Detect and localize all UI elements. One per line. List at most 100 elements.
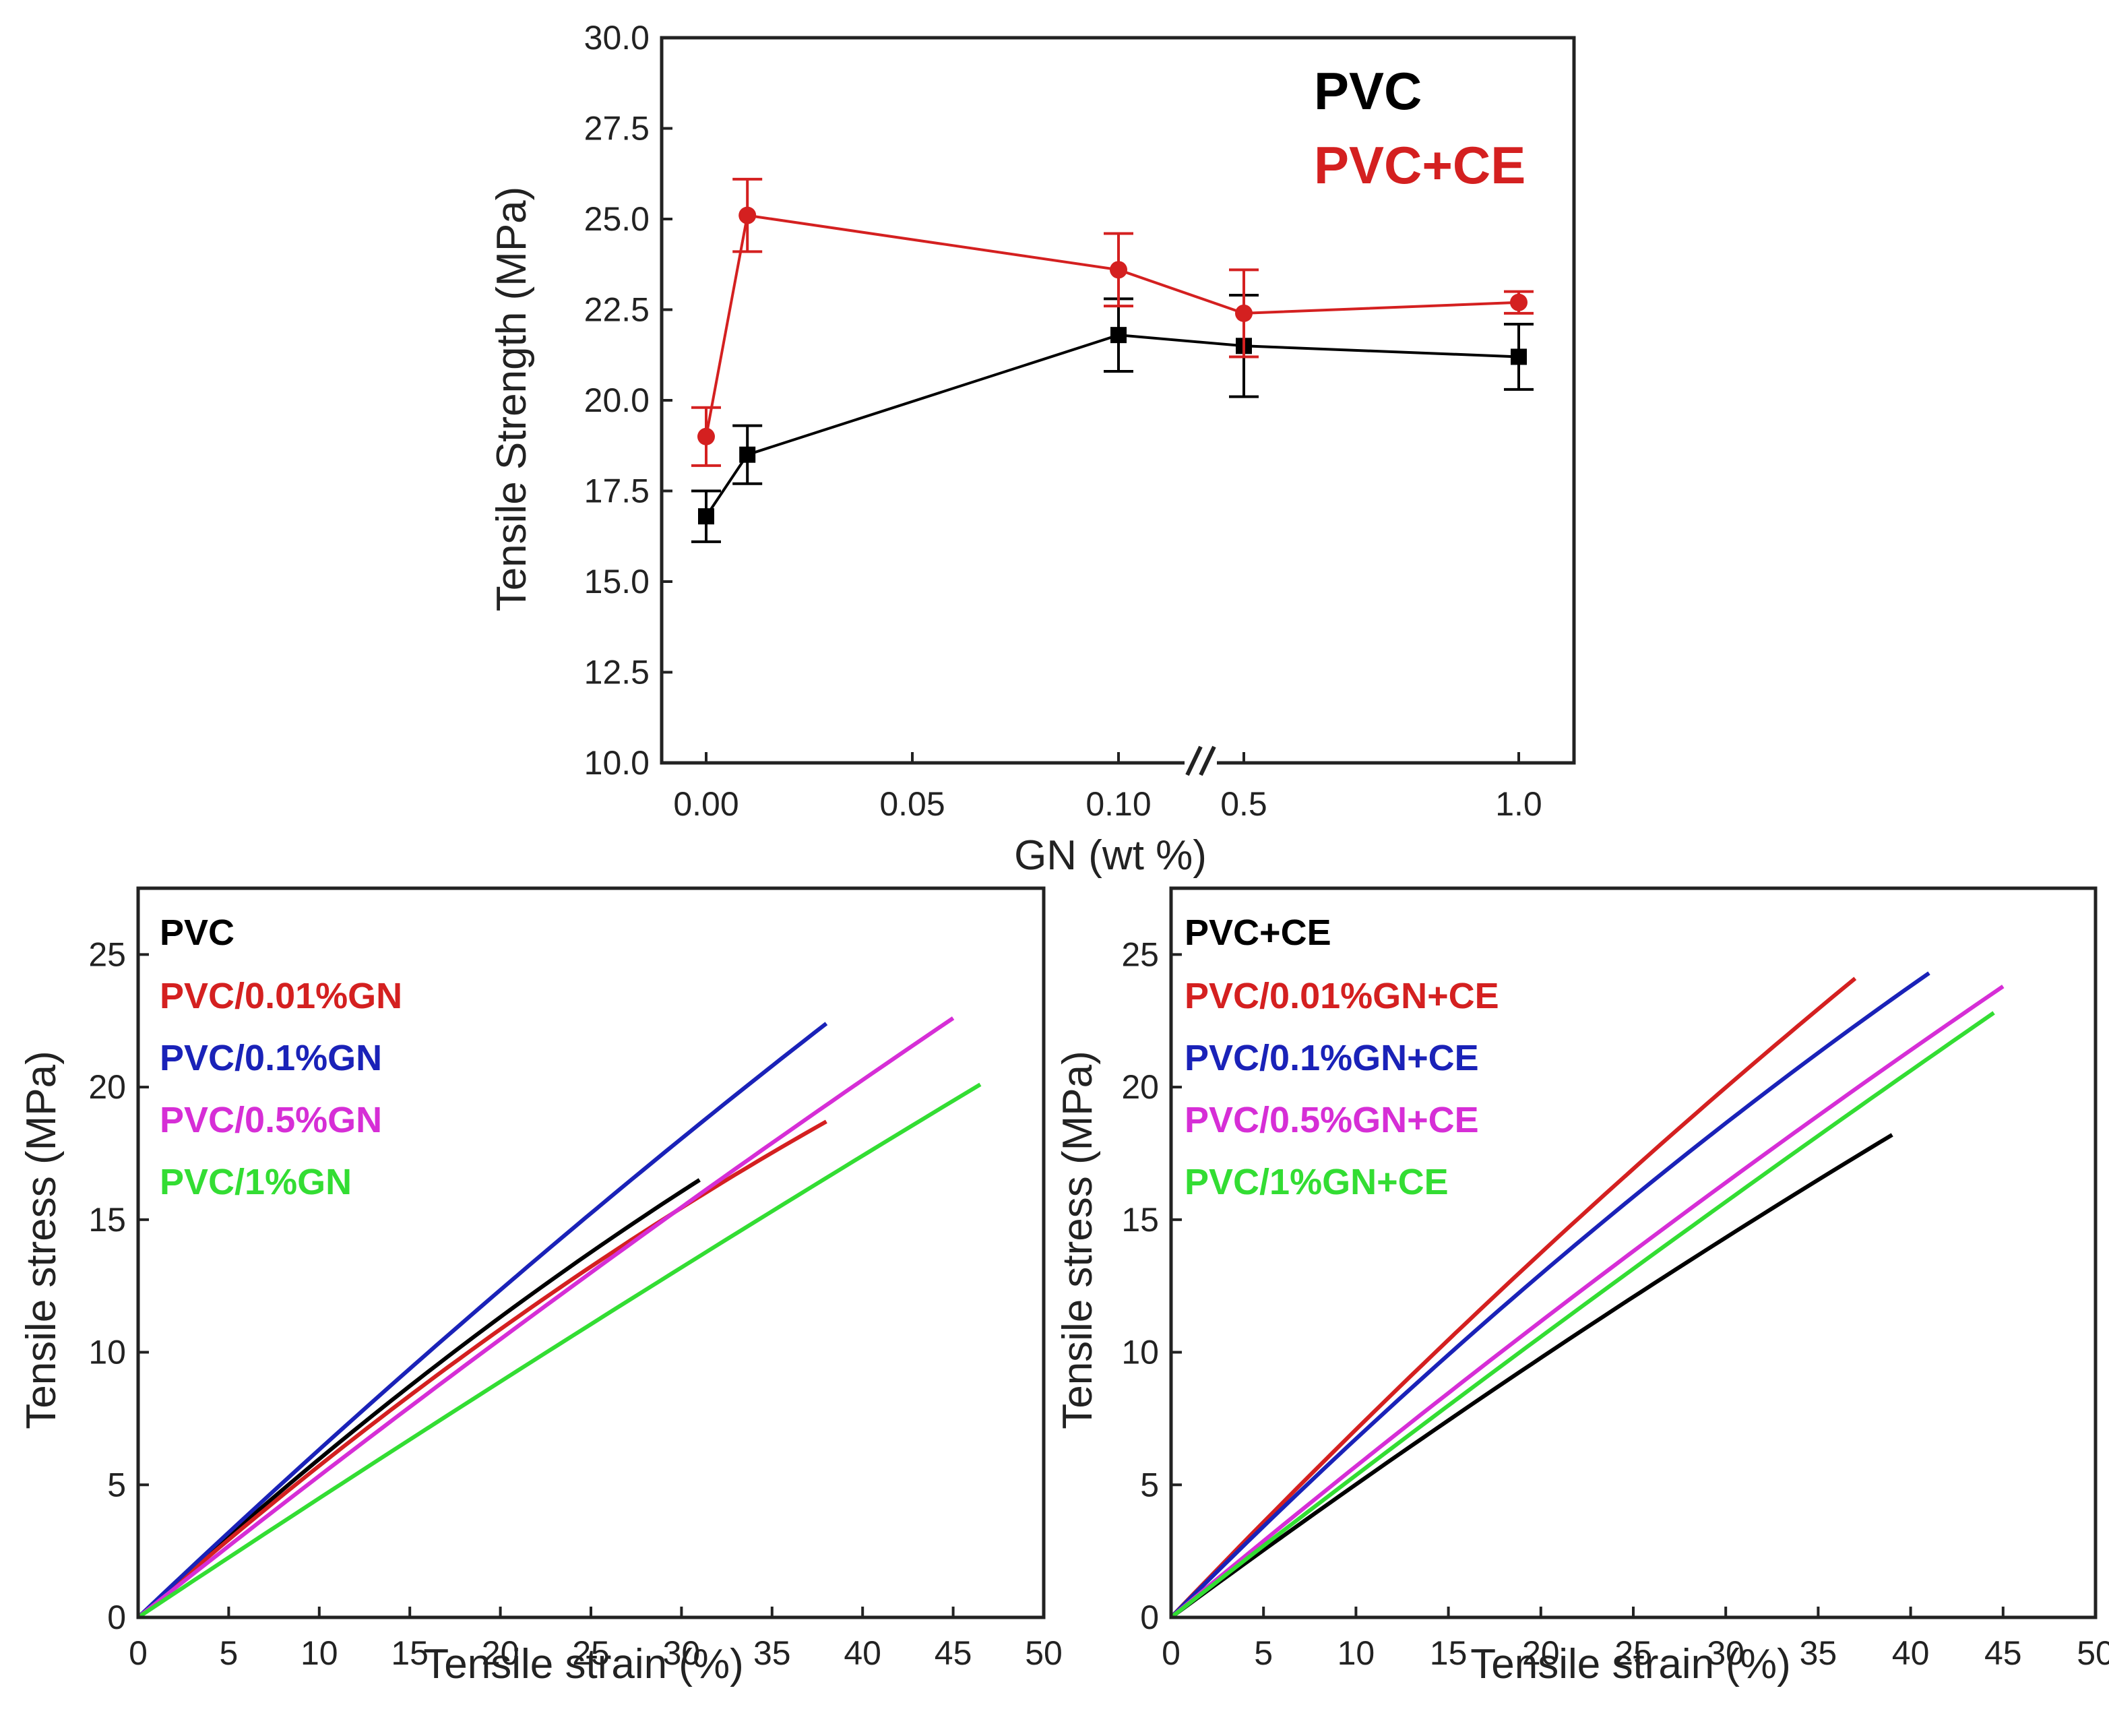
top-x-tick-label: 1.0 <box>1495 785 1542 823</box>
br-curve-0 <box>1170 1133 1893 1619</box>
top-y-ticks: 10.0 12.5 15.0 17.5 20.0 22.5 25.0 27.5 30.0 <box>584 19 672 782</box>
top-x-tick-label: 0.00 <box>673 785 738 823</box>
br-legend-3: PVC/0.5%GN+CE <box>1185 1100 1479 1140</box>
br-x-tick-label: 20 <box>1522 1634 1560 1672</box>
bl-x-tick-label: 0 <box>129 1634 148 1672</box>
bl-x-tick-label: 15 <box>391 1634 429 1672</box>
top-y-tick-label: 27.5 <box>584 110 650 148</box>
top-plot-frame <box>660 36 1576 765</box>
top-data-point <box>697 427 715 445</box>
br-x-tick-label: 0 <box>1162 1634 1181 1672</box>
bl-x-tick-label: 25 <box>572 1634 610 1672</box>
br-y-tick-label: 10 <box>1121 1334 1159 1371</box>
bottom-left-chart: 0 5 10 15 20 25 0 5 10 15 20 25 30 35 40 45 50 Tensile … <box>18 886 1063 1687</box>
br-x-ticks: 0 5 10 15 20 25 30 35 40 45 50 <box>1162 1607 2109 1672</box>
br-y-tick-label: 25 <box>1121 935 1159 973</box>
top-data-point <box>739 446 756 463</box>
br-x-tick-label: 40 <box>1892 1634 1930 1672</box>
br-y-tick-label: 0 <box>1140 1599 1159 1636</box>
top-y-tick-label: 12.5 <box>584 654 650 691</box>
bl-curve-4 <box>137 1082 982 1619</box>
top-data-point <box>738 206 757 224</box>
bl-curve-1 <box>137 1119 827 1619</box>
br-legend-4: PVC/1%GN+CE <box>1185 1162 1449 1202</box>
top-y-tick-label: 17.5 <box>584 472 650 510</box>
top-x-tick-label: 0.05 <box>879 785 945 823</box>
top-x-tick-label: 0.10 <box>1085 785 1151 823</box>
top-data-point <box>1235 304 1253 322</box>
br-curve-3 <box>1170 985 2005 1619</box>
bl-y-tick-label: 15 <box>88 1201 126 1239</box>
bl-curve-0 <box>136 1178 701 1619</box>
top-axis-break <box>1185 745 1217 776</box>
br-x-tick-label: 25 <box>1614 1634 1652 1672</box>
br-x-tick-label: 5 <box>1254 1634 1273 1672</box>
bl-curve-2 <box>136 1022 828 1619</box>
bl-legend-0: PVC <box>160 912 234 953</box>
bl-legend-3: PVC/0.5%GN <box>160 1100 382 1140</box>
top-data-point <box>1510 293 1528 311</box>
bl-x-tick-label: 40 <box>844 1634 881 1672</box>
top-y-tick-label: 15.0 <box>584 563 650 600</box>
top-legend-pvc: PVC <box>1314 61 1422 121</box>
bl-series <box>136 1016 982 1619</box>
br-curve-2 <box>1169 971 1930 1619</box>
top-y-tick-label: 22.5 <box>584 291 650 329</box>
bottom-right-chart: 0 5 10 15 20 25 0 5 10 15 20 25 30 35 40 45 50 Tensile … <box>1054 886 2109 1687</box>
br-curve-4 <box>1170 1011 1995 1619</box>
br-y-tick-label: 20 <box>1121 1068 1159 1106</box>
top-y-tick-label: 25.0 <box>584 200 650 238</box>
br-curve-1 <box>1169 976 1857 1619</box>
top-legend-pvc-ce: PVC+CE <box>1314 135 1525 195</box>
br-x-tick-label: 30 <box>1707 1634 1744 1672</box>
top-data-point <box>1110 261 1127 279</box>
bl-legend-1: PVC/0.01%GN <box>160 976 402 1016</box>
bl-x-tick-label: 5 <box>219 1634 238 1672</box>
bl-y-tick-label: 10 <box>88 1334 126 1371</box>
bl-x-tick-label: 30 <box>663 1634 701 1672</box>
top-series-pvc-ce <box>691 177 1534 467</box>
br-x-tick-label: 35 <box>1800 1634 1837 1672</box>
br-legend-1: PVC/0.01%GN+CE <box>1185 976 1499 1016</box>
bl-curve-3 <box>137 1016 955 1619</box>
bl-legend-4: PVC/1%GN <box>160 1162 352 1202</box>
top-data-point <box>698 508 714 525</box>
br-series <box>1169 971 2005 1619</box>
br-y-tick-label: 15 <box>1121 1201 1159 1239</box>
bl-x-tick-label: 45 <box>935 1634 972 1672</box>
top-y-tick-label: 10.0 <box>584 744 650 782</box>
bl-legend-2: PVC/0.1%GN <box>160 1038 382 1078</box>
bl-x-tick-label: 50 <box>1025 1634 1063 1672</box>
bl-y-tick-label: 5 <box>107 1466 126 1504</box>
top-chart: 10.0 12.5 15.0 17.5 20.0 22.5 25.0 27.5 30.0 0.0… <box>489 19 1576 879</box>
bl-x-tick-label: 35 <box>753 1634 791 1672</box>
top-x-tick-label: 0.5 <box>1220 785 1267 823</box>
br-x-tick-label: 15 <box>1430 1634 1468 1672</box>
top-y-tick-label: 20.0 <box>584 381 650 419</box>
bl-plot-frame <box>136 886 1046 1619</box>
bl-y-tick-label: 20 <box>88 1068 126 1106</box>
bl-x-tick-label: 20 <box>482 1634 520 1672</box>
bl-y-axis-label: Tensile stress (MPa) <box>18 1051 65 1429</box>
br-plot-frame <box>1169 886 2098 1619</box>
br-y-axis-label: Tensile stress (MPa) <box>1054 1051 1101 1429</box>
br-y-tick-label: 5 <box>1140 1466 1159 1504</box>
bl-y-ticks: 0 5 10 15 20 25 <box>88 935 149 1636</box>
bl-x-tick-label: 10 <box>301 1634 338 1672</box>
top-y-axis-label: Tensile Strength (MPa) <box>489 187 535 612</box>
bl-y-tick-label: 25 <box>88 935 126 973</box>
br-x-axis-label: Tensile strain (%) <box>1470 1641 1790 1687</box>
top-data-point <box>1110 327 1127 344</box>
top-y-tick-label: 30.0 <box>584 19 650 57</box>
br-x-tick-label: 10 <box>1337 1634 1375 1672</box>
br-legend-2: PVC/0.1%GN+CE <box>1185 1038 1479 1078</box>
br-y-ticks: 0 5 10 15 20 25 <box>1121 935 1182 1636</box>
top-data-point <box>1511 348 1527 365</box>
bl-x-axis-label: Tensile strain (%) <box>423 1641 743 1687</box>
top-series-pvc <box>691 293 1534 543</box>
br-legend-0: PVC+CE <box>1185 912 1331 953</box>
top-x-axis-label: GN (wt %) <box>1014 832 1207 879</box>
top-x-ticks: 0.00 0.05 0.10 0.5 1.0 <box>673 752 1542 823</box>
br-x-tick-label: 45 <box>1984 1634 2022 1672</box>
